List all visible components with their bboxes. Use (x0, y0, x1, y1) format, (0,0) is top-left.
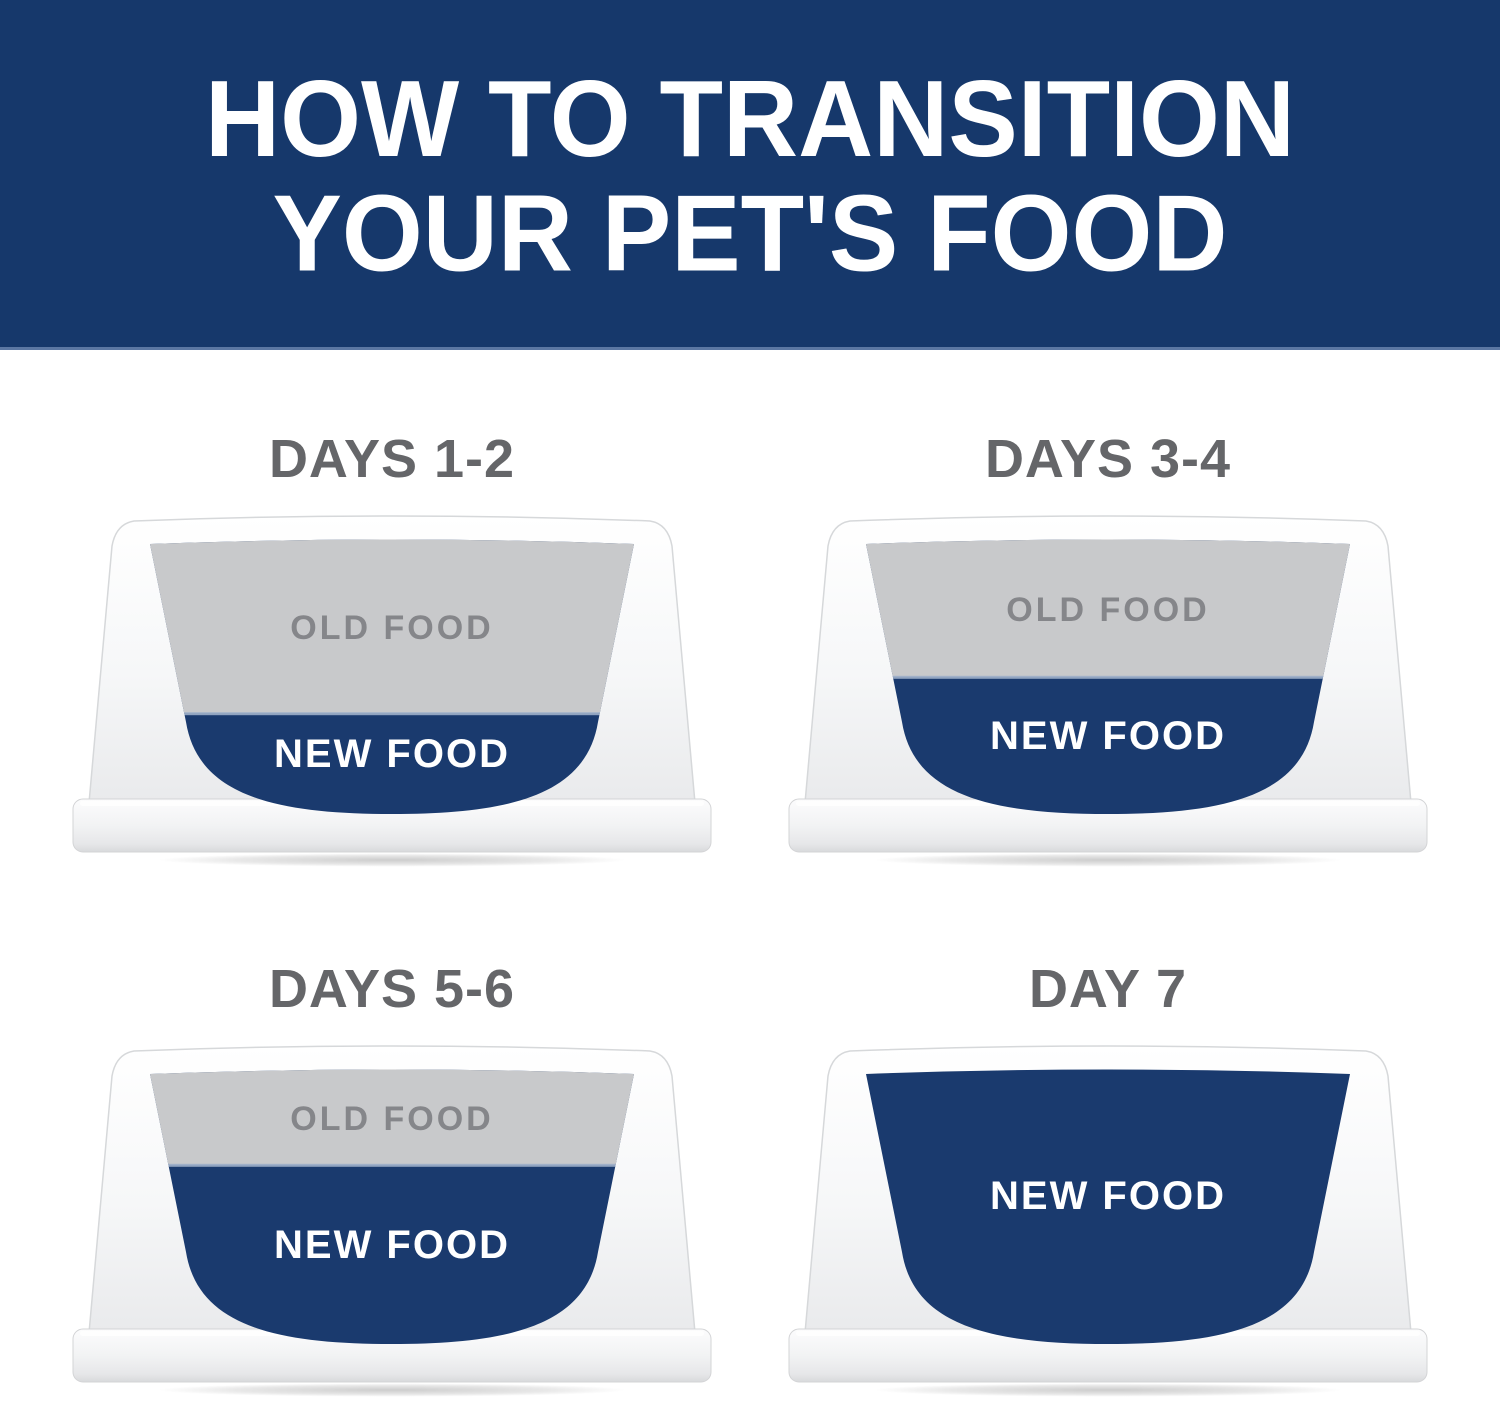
page-title: HOW TO TRANSITION YOUR PET'S FOOD (205, 62, 1295, 291)
bowl-graphic (788, 515, 1428, 869)
bowl-figure: NEW FOOD (788, 1040, 1428, 1400)
bowl-figure: OLD FOOD NEW FOOD (72, 1040, 712, 1400)
old-food-fill (866, 539, 1350, 677)
bowl-shadow (796, 851, 1420, 869)
old-food-fill (150, 1069, 634, 1165)
bowl-figure: OLD FOOD NEW FOOD (72, 510, 712, 870)
food-area (150, 1069, 634, 1344)
bowl-graphic (788, 1045, 1428, 1399)
bowl-title: DAYS 5-6 (268, 959, 516, 1019)
food-area (866, 539, 1350, 814)
bowl-cell: DAYS 1-2 OLD FOOD NEW FOOD (72, 432, 712, 870)
bowl-shadow (80, 1381, 704, 1399)
bowl-graphic (72, 515, 712, 869)
old-food-fill (150, 539, 634, 714)
bowl-graphic (72, 1045, 712, 1399)
bowls-grid: DAYS 1-2 OLD FOOD NEW FOOD DAYS 3-4 (0, 350, 1500, 1400)
food-area (150, 539, 634, 814)
food-area (866, 1069, 1350, 1344)
bowl-shadow (796, 1381, 1420, 1399)
bowl-cell: DAYS 5-6 OLD FOOD NEW FOOD (72, 962, 712, 1400)
bowl-cell: DAYS 3-4 OLD FOOD NEW FOOD (788, 432, 1428, 870)
bowl-title: DAYS 3-4 (984, 429, 1232, 489)
new-food-fill (866, 1069, 1350, 1344)
page-title-line-2: YOUR PET'S FOOD (272, 173, 1228, 295)
bowl-figure: OLD FOOD NEW FOOD (788, 510, 1428, 870)
bowl-cell: DAY 7 NEW FOOD (788, 962, 1428, 1400)
food-boundary-line (150, 712, 634, 716)
food-boundary-line (150, 1163, 634, 1167)
page-title-line-1: HOW TO TRANSITION (204, 58, 1296, 180)
food-boundary-line (866, 675, 1350, 679)
bowl-title: DAYS 1-2 (268, 429, 516, 489)
bowl-shadow (80, 851, 704, 869)
bowl-title: DAY 7 (1028, 959, 1188, 1019)
header-banner: HOW TO TRANSITION YOUR PET'S FOOD (0, 0, 1500, 350)
